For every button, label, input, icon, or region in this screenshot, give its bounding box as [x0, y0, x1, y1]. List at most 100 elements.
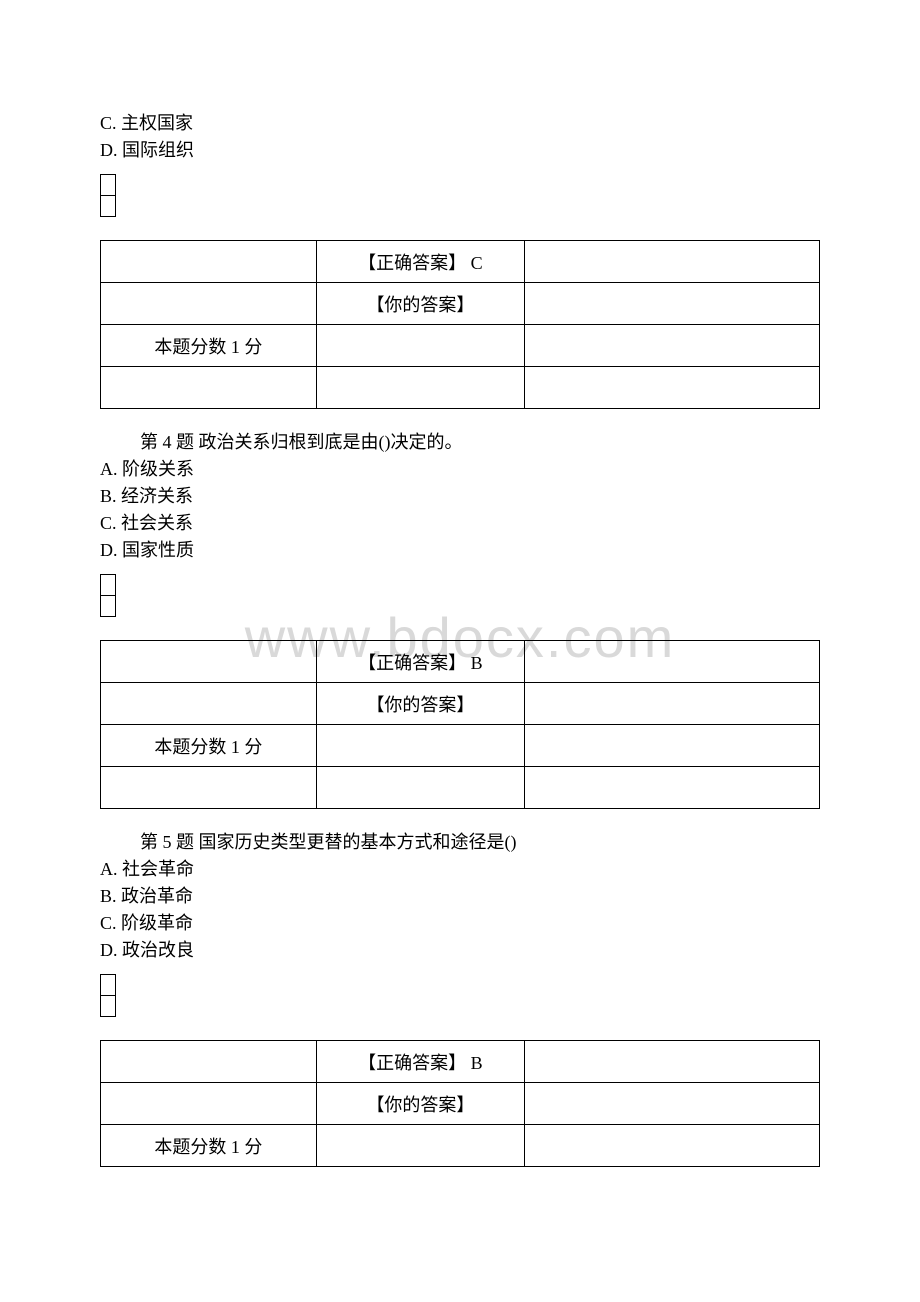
q3-your-answer-cell: 【你的答案】	[316, 283, 525, 325]
q5-cell-r3c2	[316, 1125, 525, 1167]
q4-option-a-letter: A.	[100, 459, 118, 479]
q5-option-a-text: 社会革命	[118, 859, 195, 879]
q4-option-b-letter: B.	[100, 486, 117, 506]
q4-option-d-letter: D.	[100, 540, 118, 560]
q4-option-d: D. 国家性质	[100, 537, 820, 564]
q3-option-d: D. 国际组织	[100, 137, 820, 164]
points-suffix: 分	[244, 337, 262, 357]
q5-your-answer-cell: 【你的答案】	[316, 1083, 525, 1125]
q4-checkbox-1[interactable]	[100, 574, 116, 596]
q4-cell-r2c3	[525, 683, 820, 725]
q3-correct-answer-cell: 【正确答案】 C	[316, 241, 525, 283]
q3-cell-r1c1	[101, 241, 317, 283]
q4-option-c-text: 社会关系	[117, 513, 194, 533]
question-prefix: 第	[140, 832, 163, 852]
table-row: 本题分数 1 分	[101, 725, 820, 767]
table-row: 【正确答案】 B	[101, 1041, 820, 1083]
points-prefix: 本题分数	[154, 1137, 226, 1157]
points-prefix: 本题分数	[154, 737, 226, 757]
q3-cell-r2c3	[525, 283, 820, 325]
q5-option-b-letter: B.	[100, 886, 117, 906]
q5-option-c: C. 阶级革命	[100, 910, 820, 937]
question-suffix: 题	[172, 832, 199, 852]
q3-cell-r4c2	[316, 367, 525, 409]
table-row	[101, 367, 820, 409]
q3-option-d-text: 国际组织	[118, 140, 195, 160]
table-row: 【你的答案】	[101, 283, 820, 325]
q3-option-c-text: 主权国家	[117, 113, 194, 133]
q5-option-c-text: 阶级革命	[117, 913, 194, 933]
q5-answer-table: 【正确答案】 B 【你的答案】 本题分数 1 分	[100, 1040, 820, 1167]
q5-cell-r1c3	[525, 1041, 820, 1083]
points-suffix: 分	[244, 737, 262, 757]
q4-stem-text: 政治关系归根到底是由()决定的。	[199, 432, 463, 452]
q5-stem: 第 5 题 国家历史类型更替的基本方式和途径是()	[100, 829, 820, 856]
q4-checkbox-2[interactable]	[100, 595, 116, 617]
q4-option-d-text: 国家性质	[118, 540, 195, 560]
q3-cell-r1c3	[525, 241, 820, 283]
q5-checkbox-2[interactable]	[100, 995, 116, 1017]
q4-option-a-text: 阶级关系	[118, 459, 195, 479]
q4-cell-r4c1	[101, 767, 317, 809]
q4-cell-r4c2	[316, 767, 525, 809]
q3-cell-r3c3	[525, 325, 820, 367]
table-row	[101, 767, 820, 809]
q4-cell-r3c3	[525, 725, 820, 767]
q5-option-a-letter: A.	[100, 859, 118, 879]
q4-checkbox-group	[100, 574, 820, 617]
q4-cell-r2c1	[101, 683, 317, 725]
document-page: C. 主权国家 D. 国际组织 【正确答案】 C 【你的答案】 本题分数 1 分	[0, 0, 920, 1247]
q5-cell-r3c3	[525, 1125, 820, 1167]
q4-your-answer-cell: 【你的答案】	[316, 683, 525, 725]
q4-cell-r1c1	[101, 641, 317, 683]
q5-number: 5	[163, 832, 172, 852]
q5-checkbox-group	[100, 974, 820, 1017]
q5-option-b: B. 政治革命	[100, 883, 820, 910]
q4-correct-answer-value: B	[466, 653, 483, 673]
q3-checkbox-1[interactable]	[100, 174, 116, 196]
points-prefix: 本题分数	[154, 337, 226, 357]
q5-cell-r2c3	[525, 1083, 820, 1125]
q3-option-c-letter: C.	[100, 113, 117, 133]
q3-cell-r4c3	[525, 367, 820, 409]
q5-correct-answer-cell: 【正确答案】 B	[316, 1041, 525, 1083]
q4-cell-r1c3	[525, 641, 820, 683]
q5-correct-answer-value: B	[466, 1053, 483, 1073]
q5-cell-r1c1	[101, 1041, 317, 1083]
points-value: 1	[226, 737, 244, 757]
question-suffix: 题	[172, 432, 199, 452]
q3-option-c: C. 主权国家	[100, 110, 820, 137]
correct-answer-label: 【正确答案】	[358, 653, 466, 673]
q4-stem: 第 4 题 政治关系归根到底是由()决定的。	[100, 429, 820, 456]
points-value: 1	[226, 337, 244, 357]
q4-correct-answer-cell: 【正确答案】 B	[316, 641, 525, 683]
q5-points-cell: 本题分数 1 分	[101, 1125, 317, 1167]
q4-points-cell: 本题分数 1 分	[101, 725, 317, 767]
question-prefix: 第	[140, 432, 163, 452]
table-row: 【你的答案】	[101, 1083, 820, 1125]
points-value: 1	[226, 1137, 244, 1157]
q4-answer-table: 【正确答案】 B 【你的答案】 本题分数 1 分	[100, 640, 820, 809]
table-row: 【正确答案】 C	[101, 241, 820, 283]
q3-correct-answer-value: C	[466, 253, 483, 273]
q3-points-cell: 本题分数 1 分	[101, 325, 317, 367]
q5-checkbox-1[interactable]	[100, 974, 116, 996]
q5-cell-r2c1	[101, 1083, 317, 1125]
table-row: 本题分数 1 分	[101, 325, 820, 367]
table-row: 【正确答案】 B	[101, 641, 820, 683]
q3-cell-r2c1	[101, 283, 317, 325]
q5-option-d: D. 政治改良	[100, 937, 820, 964]
q3-cell-r3c2	[316, 325, 525, 367]
q4-number: 4	[163, 432, 172, 452]
q5-option-d-letter: D.	[100, 940, 118, 960]
q5-option-a: A. 社会革命	[100, 856, 820, 883]
points-suffix: 分	[244, 1137, 262, 1157]
q4-option-a: A. 阶级关系	[100, 456, 820, 483]
q4-option-b-text: 经济关系	[117, 486, 194, 506]
q3-cell-r4c1	[101, 367, 317, 409]
table-row: 本题分数 1 分	[101, 1125, 820, 1167]
q3-checkbox-group	[100, 174, 820, 217]
q4-cell-r4c3	[525, 767, 820, 809]
q4-option-c: C. 社会关系	[100, 510, 820, 537]
q3-checkbox-2[interactable]	[100, 195, 116, 217]
